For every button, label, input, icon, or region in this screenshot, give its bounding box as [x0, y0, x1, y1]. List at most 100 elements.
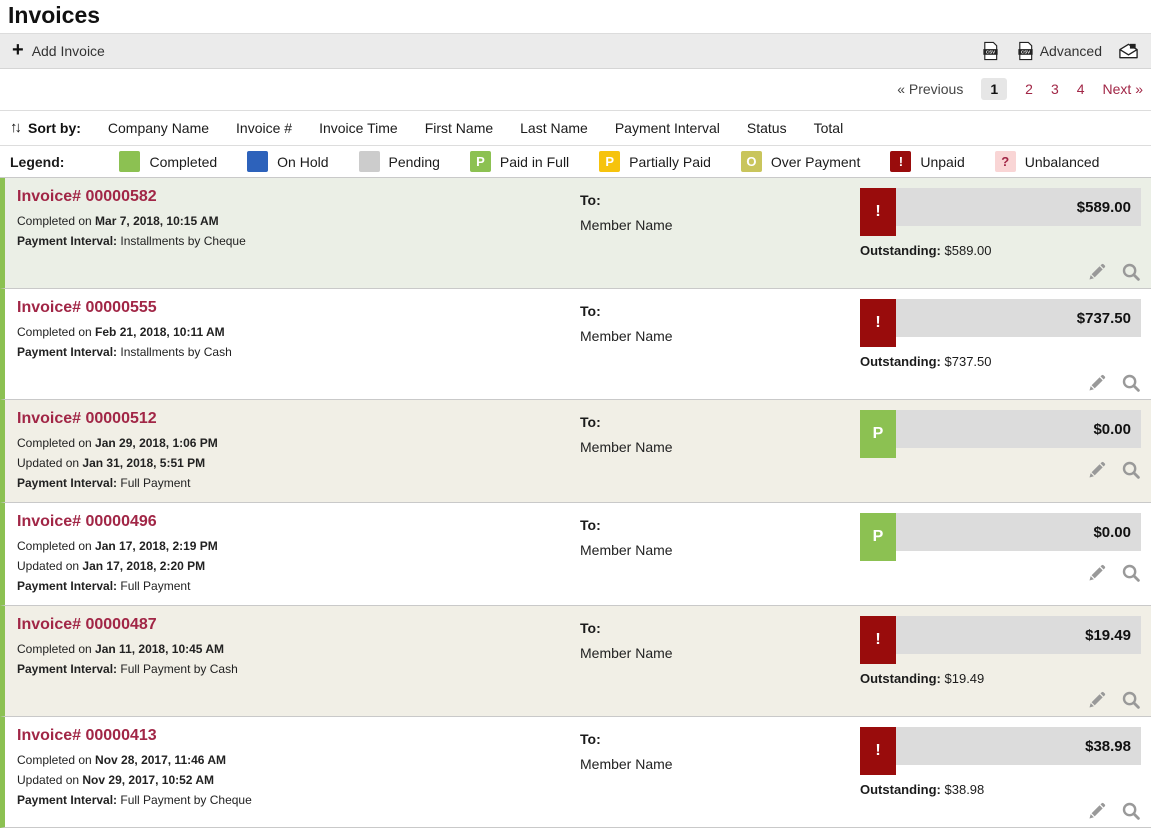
- legend-item-label: Over Payment: [770, 153, 861, 170]
- badge-row: ! $737.50: [860, 299, 1141, 347]
- csv-export-button[interactable]: CSV: [981, 41, 1000, 61]
- sort-caption: ↑↓ Sort by:: [10, 119, 81, 136]
- completed-date: Jan 17, 2018, 2:19 PM: [95, 539, 218, 553]
- legend-item-label: Pending: [388, 153, 440, 170]
- invoice-info-column: Invoice# 00000555 Completed on Feb 21, 2…: [17, 299, 580, 393]
- plus-icon: +: [12, 39, 24, 61]
- invoice-number-link[interactable]: Invoice# 00000496: [17, 513, 157, 530]
- invoice-number-link[interactable]: Invoice# 00000555: [17, 299, 157, 316]
- sort-bar: ↑↓ Sort by: Company Name Invoice # Invoice…: [0, 110, 1151, 145]
- invoice-number-link[interactable]: Invoice# 00000582: [17, 188, 157, 205]
- row-icons: [860, 460, 1141, 480]
- sort-option-last-name[interactable]: Last Name: [520, 119, 588, 136]
- toolbar-right: CSV CSV Advanced: [981, 41, 1139, 61]
- edit-pencil-icon[interactable]: [1087, 373, 1107, 393]
- invoice-number-link[interactable]: Invoice# 00000512: [17, 410, 157, 427]
- row-icons: [860, 262, 1141, 282]
- recipient-name: Member Name: [580, 645, 673, 661]
- sort-option-invoice-time[interactable]: Invoice Time: [319, 119, 398, 136]
- legend-item-unbalanced: ? Unbalanced: [994, 151, 1099, 172]
- interval-value: Full Payment by Cheque: [120, 793, 252, 807]
- badge-row: P $0.00: [860, 513, 1141, 561]
- updated-prefix: Updated on: [17, 559, 83, 573]
- page-link-1[interactable]: 1: [981, 78, 1008, 100]
- completed-date: Feb 21, 2018, 10:11 AM: [95, 325, 225, 339]
- csv-advanced-button[interactable]: CSV Advanced: [1016, 41, 1102, 61]
- page-link-2[interactable]: 2: [1025, 81, 1033, 97]
- page-link-4[interactable]: 4: [1076, 81, 1085, 97]
- page-link-3[interactable]: 3: [1050, 81, 1059, 97]
- updated-line: Updated on Nov 29, 2017, 10:52 AM: [17, 773, 580, 787]
- completed-prefix: Completed on: [17, 642, 96, 656]
- sort-option-invoice[interactable]: Invoice #: [236, 119, 293, 136]
- search-magnifier-icon[interactable]: [1121, 563, 1141, 583]
- amount-column: ! $589.00 Outstanding: $589.00: [860, 188, 1151, 282]
- completed-prefix: Completed on: [17, 753, 96, 767]
- page-title: Invoices: [8, 2, 101, 28]
- invoice-info-column: Invoice# 00000487 Completed on Jan 11, 2…: [17, 616, 580, 710]
- completed-line: Completed on Jan 17, 2018, 2:19 PM: [17, 539, 580, 553]
- row-icons: [860, 563, 1141, 583]
- total-strip: $589.00: [896, 188, 1141, 226]
- invoice-row: Invoice# 00000512 Completed on Jan 29, 2…: [0, 400, 1151, 503]
- completed-date: Mar 7, 2018, 10:15 AM: [95, 214, 219, 228]
- amount-column: ! $19.49 Outstanding: $19.49: [860, 616, 1151, 710]
- sort-option-payment-interval[interactable]: Payment Interval: [614, 119, 720, 136]
- invoice-number-link[interactable]: Invoice# 00000413: [17, 727, 157, 744]
- legend-item-label: Unpaid: [920, 153, 965, 170]
- payment-interval-line: Payment Interval: Full Payment: [17, 476, 580, 490]
- edit-pencil-icon[interactable]: [1087, 801, 1107, 821]
- to-label: To:: [580, 517, 601, 533]
- edit-pencil-icon[interactable]: [1087, 563, 1107, 583]
- sort-option-status[interactable]: Status: [746, 119, 787, 136]
- recipient-column: To: Member Name: [580, 513, 860, 599]
- search-magnifier-icon[interactable]: [1121, 262, 1141, 282]
- search-magnifier-icon[interactable]: [1121, 460, 1141, 480]
- legend-item-label: Paid in Full: [499, 153, 570, 170]
- legend-item-pending: Pending: [358, 151, 440, 172]
- status-swatch-icon: !: [890, 151, 912, 172]
- invoice-row: Invoice# 00000496 Completed on Jan 17, 2…: [0, 503, 1151, 606]
- svg-text:CSV: CSV: [1021, 50, 1030, 55]
- sort-option-total[interactable]: Total: [813, 119, 844, 136]
- sort-option-first-name[interactable]: First Name: [424, 119, 494, 136]
- amount-column: P $0.00: [860, 410, 1151, 496]
- invoice-number-link[interactable]: Invoice# 00000487: [17, 616, 157, 633]
- sort-option-company-name[interactable]: Company Name: [107, 119, 210, 136]
- svg-text:CSV: CSV: [986, 50, 995, 55]
- completed-prefix: Completed on: [17, 325, 96, 339]
- recipient-column: To: Member Name: [580, 616, 860, 710]
- invoice-row: Invoice# 00000487 Completed on Jan 11, 2…: [0, 606, 1151, 717]
- completed-line: Completed on Jan 29, 2018, 1:06 PM: [17, 436, 580, 450]
- edit-pencil-icon[interactable]: [1087, 262, 1107, 282]
- interval-value: Full Payment by Cash: [120, 662, 238, 676]
- interval-value: Full Payment: [120, 579, 191, 593]
- recipient-column: To: Member Name: [580, 727, 860, 821]
- interval-label: Payment Interval:: [17, 579, 121, 593]
- previous-page-link[interactable]: « Previous: [897, 81, 964, 97]
- updated-date: Nov 29, 2017, 10:52 AM: [82, 773, 215, 787]
- edit-pencil-icon[interactable]: [1087, 690, 1107, 710]
- add-invoice-button[interactable]: + Add Invoice: [12, 39, 105, 61]
- total-strip: $19.49: [896, 616, 1141, 654]
- invoice-row: Invoice# 00000413 Completed on Nov 28, 2…: [0, 717, 1151, 828]
- legend-item-paid-in-full: P Paid in Full: [469, 151, 570, 172]
- recipient-column: To: Member Name: [580, 299, 860, 393]
- completed-date: Jan 11, 2018, 10:45 AM: [95, 642, 225, 656]
- search-magnifier-icon[interactable]: [1121, 801, 1141, 821]
- sort-options: Company Name Invoice # Invoice Time First N…: [108, 120, 843, 136]
- payment-interval-line: Payment Interval: Installments by Cash: [17, 345, 580, 359]
- legend-item-on-hold: On Hold: [247, 151, 329, 172]
- next-page-link[interactable]: Next »: [1102, 81, 1143, 97]
- invoice-total: $0.00: [1093, 523, 1131, 541]
- email-button[interactable]: [1118, 42, 1139, 60]
- to-label: To:: [580, 620, 601, 636]
- search-magnifier-icon[interactable]: [1121, 373, 1141, 393]
- invoice-row: Invoice# 00000555 Completed on Feb 21, 2…: [0, 289, 1151, 400]
- status-swatch-icon: [358, 151, 380, 172]
- search-magnifier-icon[interactable]: [1121, 690, 1141, 710]
- total-strip: $38.98: [896, 727, 1141, 765]
- edit-pencil-icon[interactable]: [1087, 460, 1107, 480]
- to-label: To:: [580, 303, 601, 319]
- interval-value: Installments by Cheque: [120, 234, 246, 248]
